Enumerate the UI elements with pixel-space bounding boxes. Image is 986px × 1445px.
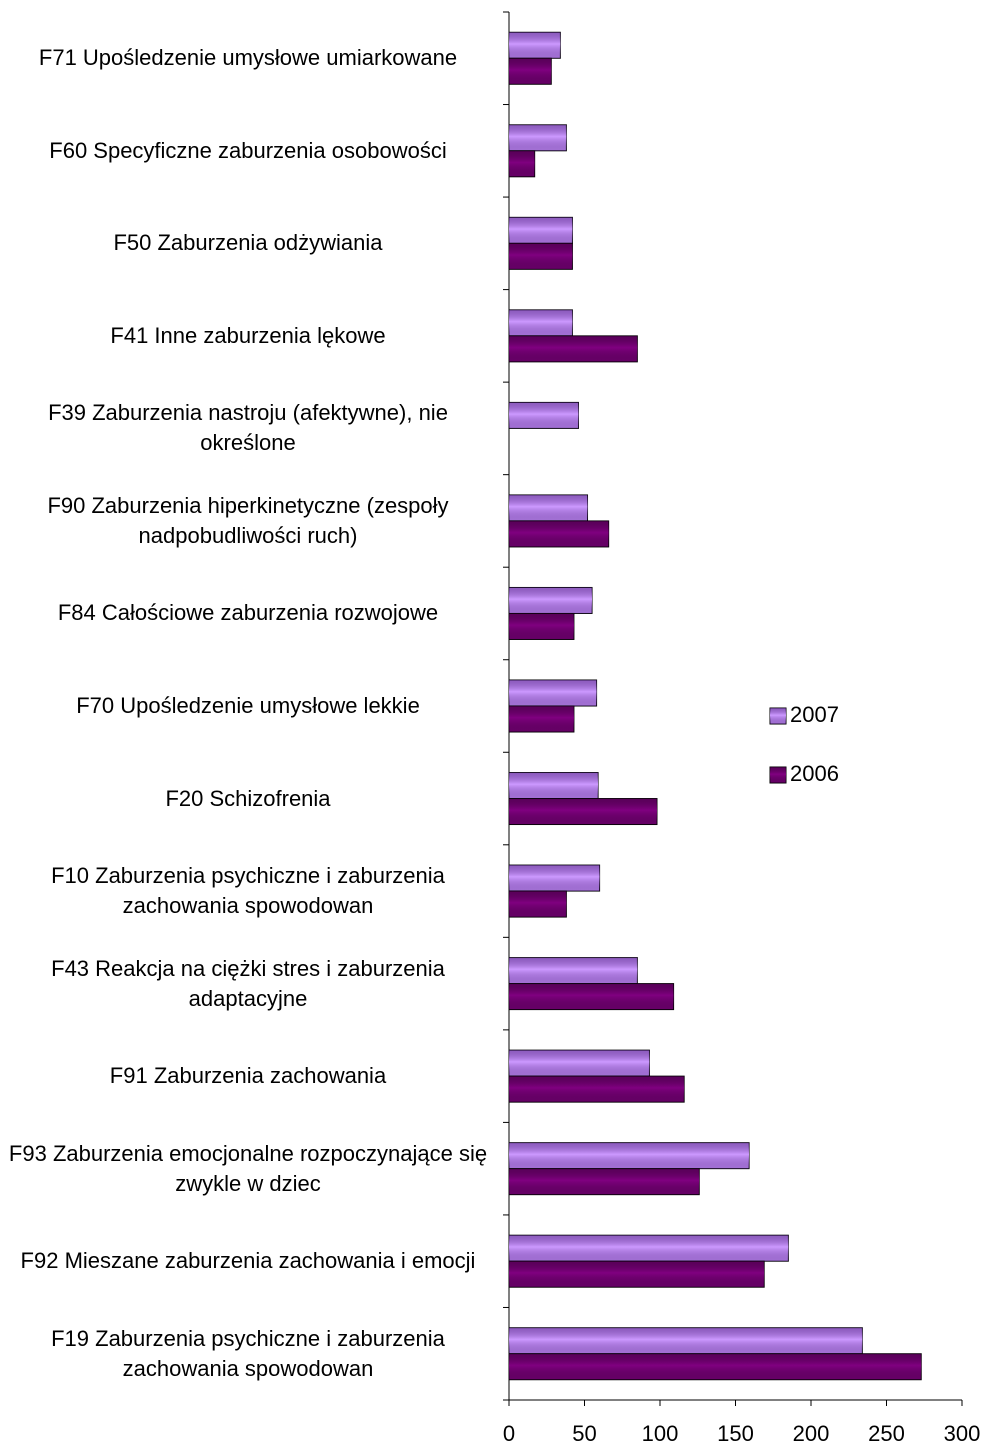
category-label: F10 Zaburzenia psychiczne i zaburzenia z… <box>51 863 445 919</box>
bar <box>508 798 658 826</box>
bar <box>508 864 601 892</box>
bar <box>508 1353 922 1381</box>
bar-shade <box>509 1142 750 1169</box>
category-label: F91 Zaburzenia zachowania <box>109 1063 387 1089</box>
bar <box>508 772 599 800</box>
x-tick-label: 250 <box>868 1421 905 1445</box>
bar <box>508 1168 700 1196</box>
category-label: F90 Zaburzenia hiperkinetyczne (zespoły … <box>47 492 449 548</box>
x-tick-label: 200 <box>793 1421 830 1445</box>
bar-shade <box>509 32 561 59</box>
bar <box>508 586 593 614</box>
category-label: F93 Zaburzenia emocjonalne rozpoczynając… <box>8 1140 488 1196</box>
bar <box>508 957 638 985</box>
bar-shade <box>509 613 574 640</box>
bar-shade <box>509 680 597 706</box>
bar <box>508 1234 789 1262</box>
bar <box>508 494 589 522</box>
legend-swatch-shade <box>770 767 786 783</box>
category-label: F39 Zaburzenia nastroju (afektywne), nie… <box>48 400 448 456</box>
category-label: F41 Inne zaburzenia lękowe <box>110 322 386 348</box>
category-label: F20 Schizofrenia <box>165 785 331 811</box>
bar <box>508 31 561 59</box>
x-tick-label: 0 <box>503 1421 515 1445</box>
bar <box>508 705 575 733</box>
bar-shade <box>509 402 579 429</box>
bar <box>508 890 567 918</box>
legend-swatch-shade <box>770 708 786 724</box>
bar <box>508 1327 863 1355</box>
legend-label: 2007 <box>790 702 839 727</box>
legend-label: 2006 <box>790 761 839 786</box>
bar <box>508 57 552 85</box>
bar-shade <box>509 494 588 521</box>
bar <box>508 216 573 244</box>
bar-shade <box>509 243 573 270</box>
bar <box>508 150 536 178</box>
bar <box>508 335 638 363</box>
bar-shade <box>509 865 600 892</box>
bar <box>508 401 579 429</box>
bar-shade <box>509 309 573 336</box>
bar-shade <box>509 58 552 85</box>
bar-shade <box>509 706 574 732</box>
bar <box>508 1075 685 1103</box>
bar-shade <box>509 1327 863 1354</box>
category-label: F70 Upośledzenie umysłowe lekkie <box>76 693 420 718</box>
category-label: F60 Specyficzne zaburzenia osobowości <box>49 137 447 163</box>
bar-shade <box>509 957 638 984</box>
category-label: F19 Zaburzenia psychiczne i zaburzenia z… <box>51 1325 445 1381</box>
bar-shade <box>509 798 657 825</box>
bar-shade <box>509 1076 685 1103</box>
category-label: F43 Reakcja na ciężki stres i zaburzenia… <box>51 955 445 1011</box>
bar <box>508 520 610 548</box>
bar-shade <box>509 891 567 918</box>
bar <box>508 1049 650 1077</box>
bar <box>508 124 567 152</box>
category-label: F84 Całościowe zaburzenia rozwojowe <box>57 600 439 626</box>
bar <box>508 1260 765 1288</box>
bar-shade <box>509 1168 700 1195</box>
bar-shade <box>509 217 573 244</box>
bar-shade <box>509 1261 765 1288</box>
bar-shade <box>509 335 638 362</box>
category-label: F92 Mieszane zaburzenia zachowania i emo… <box>20 1248 476 1274</box>
bar-shade <box>509 520 609 547</box>
x-tick-label: 100 <box>642 1421 679 1445</box>
bar <box>508 679 598 707</box>
bar-shade <box>509 1050 650 1077</box>
bar-shade <box>509 587 593 614</box>
bar-shade <box>509 150 535 177</box>
bar <box>508 309 573 337</box>
x-tick-label: 300 <box>944 1421 981 1445</box>
bar <box>508 983 675 1011</box>
x-tick-label: 50 <box>572 1421 596 1445</box>
bar <box>508 612 575 640</box>
bar-shade <box>509 983 674 1010</box>
bar-shade <box>509 1235 789 1262</box>
bar-shade <box>509 1353 922 1380</box>
bar <box>508 242 573 270</box>
x-tick-label: 150 <box>717 1421 754 1445</box>
category-label: F50 Zaburzenia odżywiania <box>113 230 383 256</box>
bar-shade <box>509 772 599 799</box>
category-label: F71 Upośledzenie umysłowe umiarkowane <box>38 45 458 71</box>
bar <box>508 1142 750 1170</box>
bar-shade <box>509 124 567 151</box>
